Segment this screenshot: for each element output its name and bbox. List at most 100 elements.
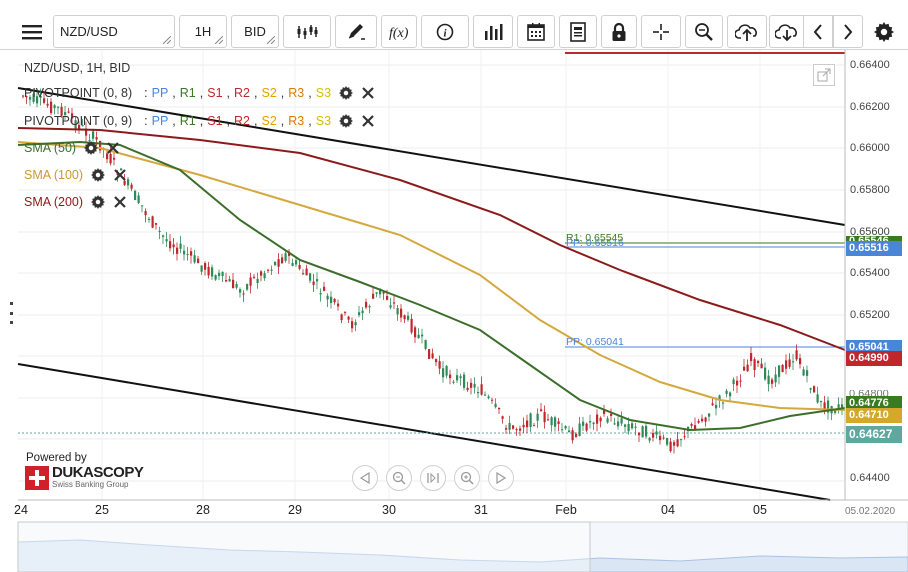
legend-sma200[interactable]: SMA (200) — [24, 195, 127, 209]
candle-body — [781, 364, 784, 373]
candle-body — [232, 279, 235, 289]
candle-body — [785, 360, 788, 369]
candle-body — [585, 423, 588, 431]
x-axis-label: 31 — [474, 503, 488, 517]
legend-level-s3: S3 — [315, 114, 332, 128]
info-button[interactable]: i — [421, 15, 469, 48]
candle-body — [473, 383, 476, 388]
lock-button[interactable] — [601, 15, 637, 48]
legend-sma50[interactable]: SMA (50) — [24, 141, 120, 155]
legend-pivot-1[interactable]: PIVOTPOINT (0, 8) : PP, R1, S1, R2, S2, … — [24, 86, 375, 100]
candle-body — [354, 322, 357, 326]
legend-settings-button[interactable] — [339, 86, 354, 100]
logo-text: DUKASCOPY — [52, 464, 144, 481]
upload-button[interactable] — [727, 15, 767, 48]
legend-sma100-name: SMA (100) — [24, 168, 84, 182]
candle-body — [522, 424, 525, 428]
candle-body — [46, 103, 49, 106]
candle-body — [820, 400, 823, 403]
x-axis-label: 04 — [661, 503, 675, 517]
candle-body — [323, 286, 326, 291]
chart-area[interactable]: R1: 0.65545 PP: 0.65516 PP: 0.65041 NZD/… — [0, 50, 908, 572]
calendar-button[interactable] — [517, 15, 555, 48]
x-axis-label: Feb — [555, 503, 577, 517]
channel-upper-line[interactable] — [17, 87, 846, 226]
candle-body — [760, 363, 763, 369]
expand-button[interactable] — [813, 64, 835, 86]
legend-settings-button[interactable] — [339, 114, 354, 128]
candle-body — [704, 417, 707, 422]
candle-body — [74, 120, 77, 130]
expand-icon — [817, 68, 831, 82]
legend-sma50-name: SMA (50) — [24, 141, 77, 155]
candle-body — [67, 111, 70, 113]
indicators-button[interactable]: f(x) — [381, 15, 417, 48]
menu-button[interactable] — [14, 15, 50, 48]
candle-body — [155, 223, 158, 225]
dukascopy-logo[interactable]: DUKASCOPY Swiss Banking Group — [25, 464, 144, 490]
y-axis-label: 0.66200 — [850, 101, 890, 113]
gear-icon — [84, 141, 99, 155]
legend-remove-button[interactable] — [361, 114, 375, 128]
candle-body — [53, 105, 56, 109]
chart-type-button[interactable] — [283, 15, 331, 48]
candle-body — [326, 295, 329, 300]
candle-body — [407, 315, 410, 320]
sma-200-line[interactable] — [17, 127, 846, 351]
navigator-window[interactable] — [17, 521, 591, 572]
symbol-select[interactable]: NZD/USD — [53, 15, 175, 48]
candle-body — [732, 379, 735, 385]
candle-body — [463, 374, 466, 388]
legend-remove-button[interactable] — [113, 195, 127, 209]
legend-pivot-2-name: PIVOTPOINT (0, 9) — [24, 114, 133, 128]
volume-button[interactable] — [473, 15, 513, 48]
side-select[interactable]: BID — [231, 15, 279, 48]
legend-remove-button[interactable] — [106, 141, 120, 155]
candle-body — [498, 407, 501, 410]
legend-settings-button[interactable] — [84, 141, 99, 155]
candle-body — [788, 359, 791, 367]
legend-pivot-2[interactable]: PIVOTPOINT (0, 9) : PP, R1, S1, R2, S2, … — [24, 114, 375, 128]
nav-reset-button[interactable] — [420, 465, 446, 491]
x-axis-label: 28 — [196, 503, 210, 517]
scroll-left-button[interactable] — [803, 15, 833, 48]
candle-body — [529, 413, 532, 427]
draw-button[interactable] — [335, 15, 377, 48]
legend-settings-button[interactable] — [91, 168, 106, 182]
legend-remove-button[interactable] — [361, 86, 375, 100]
candle-body — [708, 413, 711, 417]
legend-remove-button[interactable] — [113, 168, 127, 182]
svg-text:f(x): f(x) — [389, 26, 409, 41]
channel-lower-line[interactable] — [17, 363, 831, 501]
candle-body — [571, 430, 574, 441]
timeframe-select[interactable]: 1H — [179, 15, 227, 48]
side-panel-handle[interactable] — [10, 302, 14, 324]
candle-body — [60, 106, 63, 116]
resize-corner-icon — [163, 36, 171, 44]
candle-body — [88, 139, 91, 141]
scroll-right-button[interactable] — [833, 15, 863, 48]
candle-body — [641, 426, 644, 438]
news-button[interactable] — [559, 15, 597, 48]
legend-settings-button[interactable] — [91, 195, 106, 209]
legend-sma100[interactable]: SMA (100) — [24, 168, 127, 182]
nav-zoom-out-button[interactable] — [386, 465, 412, 491]
nav-back-button[interactable] — [352, 465, 378, 491]
settings-button[interactable] — [868, 15, 900, 48]
candle-body — [253, 276, 256, 278]
candle-body — [438, 361, 441, 369]
nav-zoom-in-button[interactable] — [454, 465, 480, 491]
zoom-button[interactable] — [685, 15, 723, 48]
x-axis-label: 29 — [288, 503, 302, 517]
sma-100-line[interactable] — [17, 141, 846, 411]
candle-body — [515, 429, 518, 431]
download-button[interactable] — [769, 15, 803, 48]
crosshair-button[interactable] — [641, 15, 681, 48]
candle-body — [333, 298, 336, 303]
nav-forward-button[interactable] — [488, 465, 514, 491]
candle-body — [113, 157, 116, 160]
price-chart[interactable] — [0, 50, 908, 572]
candle-body — [697, 420, 700, 423]
legend-sma200-name: SMA (200) — [24, 195, 84, 209]
sma-50-line[interactable] — [17, 140, 846, 432]
